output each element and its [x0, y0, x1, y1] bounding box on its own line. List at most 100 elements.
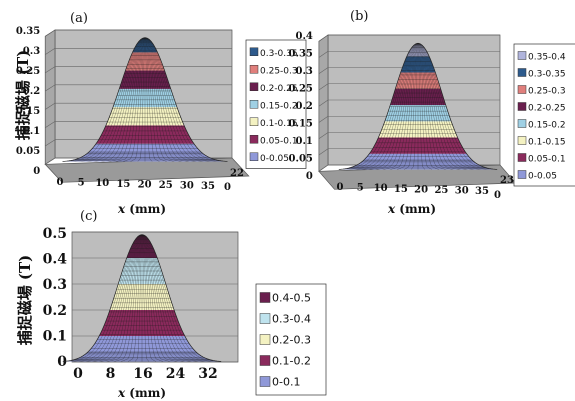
- y-tick-label: 0.25: [16, 66, 40, 77]
- legend-label: 0.3-0.35: [528, 70, 566, 80]
- legend-swatch: [517, 136, 527, 145]
- y-tick-label: 0.3: [43, 277, 67, 293]
- legend-swatch: [517, 170, 527, 179]
- legend-swatch: [249, 100, 259, 109]
- y-tick-label: 0.1: [23, 126, 40, 137]
- y-tick-label: 0.2: [23, 86, 40, 97]
- gridline: [45, 102, 56, 110]
- gridline: [45, 48, 56, 55]
- legend-label: 0-0.1: [272, 376, 300, 389]
- x-tick-label: 10: [95, 178, 109, 189]
- mesh-line: [145, 37, 161, 162]
- gridline: [45, 157, 56, 165]
- y-tick-label: 0.15: [16, 106, 40, 117]
- z-tick-label: 0: [494, 190, 501, 201]
- mesh-line: [62, 234, 142, 362]
- legend-swatch: [249, 152, 259, 161]
- mesh-line: [129, 37, 145, 162]
- gridline: [45, 139, 56, 147]
- legend-swatch: [259, 334, 271, 345]
- legend-label: 0.35-0.4: [528, 53, 566, 63]
- mesh-line: [145, 37, 192, 162]
- mesh-line: [418, 43, 470, 170]
- y-tick-label: 0.4: [295, 31, 312, 42]
- gridline: [45, 121, 56, 128]
- mesh-line: [145, 37, 215, 162]
- mesh-line: [373, 43, 418, 170]
- mesh-line: [338, 43, 418, 170]
- mesh-line: [142, 234, 222, 362]
- mesh-line: [418, 43, 492, 170]
- panel-label: (b): [350, 9, 368, 24]
- mesh-line: [417, 43, 426, 170]
- legend-label: 0.2-0.25: [260, 84, 298, 94]
- mesh-line: [145, 37, 169, 162]
- mesh-line: [403, 43, 418, 170]
- legend: 0.3-0.35 0.25-0.3 0.2-0.25 0.15-0.2 0.1-0.15…: [245, 39, 307, 169]
- mesh-line: [127, 234, 142, 362]
- mesh-line: [91, 37, 145, 162]
- panel-label: (c): [80, 209, 97, 224]
- y-tick-label: 0: [306, 171, 313, 182]
- mesh-line: [145, 37, 228, 162]
- mesh-line: [418, 43, 433, 170]
- mesh-line: [142, 234, 222, 362]
- y-tick-label: 0.05: [289, 154, 313, 165]
- z-tick-label: 0: [224, 182, 231, 193]
- x-tick-label: 30: [455, 186, 469, 197]
- legend-swatch: [517, 85, 527, 94]
- mesh-line: [68, 37, 145, 162]
- gridline: [45, 29, 56, 37]
- mesh-line: [145, 37, 176, 162]
- legend-label: 0.15-0.2: [528, 121, 566, 131]
- z-tick-label: 23: [500, 175, 514, 186]
- legend-swatch: [249, 47, 259, 56]
- mesh-line: [344, 43, 418, 170]
- mesh-line: [142, 234, 179, 362]
- x-tick-label: 32: [198, 366, 217, 382]
- mesh-line: [134, 234, 143, 362]
- legend-label: 0.2-0.3: [272, 334, 311, 347]
- x-tick-label: 5: [357, 183, 364, 194]
- mesh-line: [97, 234, 142, 362]
- x-tick-label: 8: [106, 366, 116, 382]
- y-tick-label: 0.05: [16, 146, 40, 157]
- y-tick-label: 0.35: [16, 26, 40, 37]
- x-tick-label: 0: [73, 366, 83, 382]
- mesh-line: [142, 234, 165, 362]
- x-tick-label: 30: [180, 181, 194, 192]
- x-tick-label: 35: [475, 186, 489, 197]
- legend-swatch: [249, 65, 259, 74]
- mesh-line: [145, 37, 207, 162]
- mesh-line: [145, 37, 228, 162]
- x-axis-label: x (mm): [117, 386, 166, 400]
- mesh-line: [418, 43, 498, 170]
- y-tick-label: 0.3: [23, 46, 40, 57]
- x-tick-label: 20: [138, 179, 152, 190]
- mesh-line: [418, 43, 498, 170]
- mesh-line: [338, 43, 418, 170]
- legend-swatch: [249, 135, 259, 144]
- mesh-line: [141, 234, 150, 362]
- mesh-line: [145, 37, 228, 162]
- x-tick-label: 35: [201, 181, 215, 192]
- y-tick-label: 0.4: [43, 252, 68, 268]
- y-axis-label: 捕捉磁場 (T): [16, 255, 34, 346]
- legend-swatch: [517, 102, 527, 111]
- y-tick-label: 0: [33, 166, 40, 177]
- surface-outline: [338, 42, 498, 170]
- legend-swatch: [517, 68, 527, 77]
- x-tick-label: 25: [159, 180, 173, 191]
- gridline: [318, 116, 329, 123]
- legend-label: 0.25-0.3: [528, 87, 566, 97]
- mesh-line: [106, 37, 145, 162]
- y-tick-label: 0.2: [295, 101, 312, 112]
- y-tick-label: 0.2: [43, 303, 67, 319]
- mesh-line: [145, 37, 184, 162]
- mesh-line: [418, 43, 463, 170]
- mesh-line: [418, 43, 477, 170]
- mesh-line: [359, 43, 418, 170]
- mesh-line: [75, 234, 142, 362]
- mesh-line: [418, 43, 455, 170]
